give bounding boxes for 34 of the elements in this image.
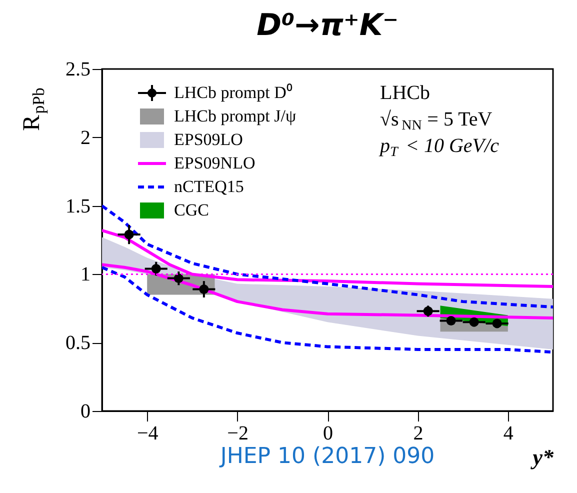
- y-tick-label: 1: [80, 264, 90, 286]
- legend-label: nCTEQ15: [174, 177, 244, 196]
- x-tick-label: 2: [413, 422, 424, 444]
- legend-label: LHCb prompt J/ψ: [174, 106, 296, 126]
- legend-label: CGC: [174, 200, 209, 220]
- chart-title: D⁰→π⁺K⁻: [256, 8, 398, 43]
- point: [124, 230, 134, 240]
- y-tick-label: 1.5: [66, 195, 90, 218]
- annotation: LHCb: [380, 82, 430, 104]
- line-series: [102, 263, 553, 320]
- y-tick-label: 0.5: [66, 332, 90, 354]
- legend-label: LHCb prompt D⁰: [174, 83, 292, 102]
- x-axis-title: y*: [530, 444, 554, 470]
- x-tick-label: 0: [323, 422, 333, 444]
- y-tick-label: 0: [80, 400, 90, 422]
- y-tick-label: 2: [80, 126, 90, 149]
- line-series: [102, 266, 553, 354]
- line-series: [102, 228, 553, 288]
- text: JHEP 10 (2017) 090: [218, 444, 435, 469]
- point: [174, 274, 184, 284]
- x-tick-label: 4: [503, 422, 514, 444]
- point: [446, 316, 456, 326]
- point: [469, 317, 479, 327]
- legend-label: EPS09LO: [174, 130, 243, 149]
- point: [199, 284, 209, 294]
- x-tick-label: −2: [227, 422, 248, 444]
- x-tick-label: −4: [136, 422, 158, 444]
- y-axis-title: RpPb: [19, 88, 48, 131]
- line-series: [102, 204, 553, 309]
- legend-label: EPS09NLO: [174, 154, 256, 172]
- point: [492, 318, 502, 328]
- point: [423, 306, 433, 316]
- y-tick-label: 2.5: [66, 58, 90, 80]
- point: [151, 264, 161, 274]
